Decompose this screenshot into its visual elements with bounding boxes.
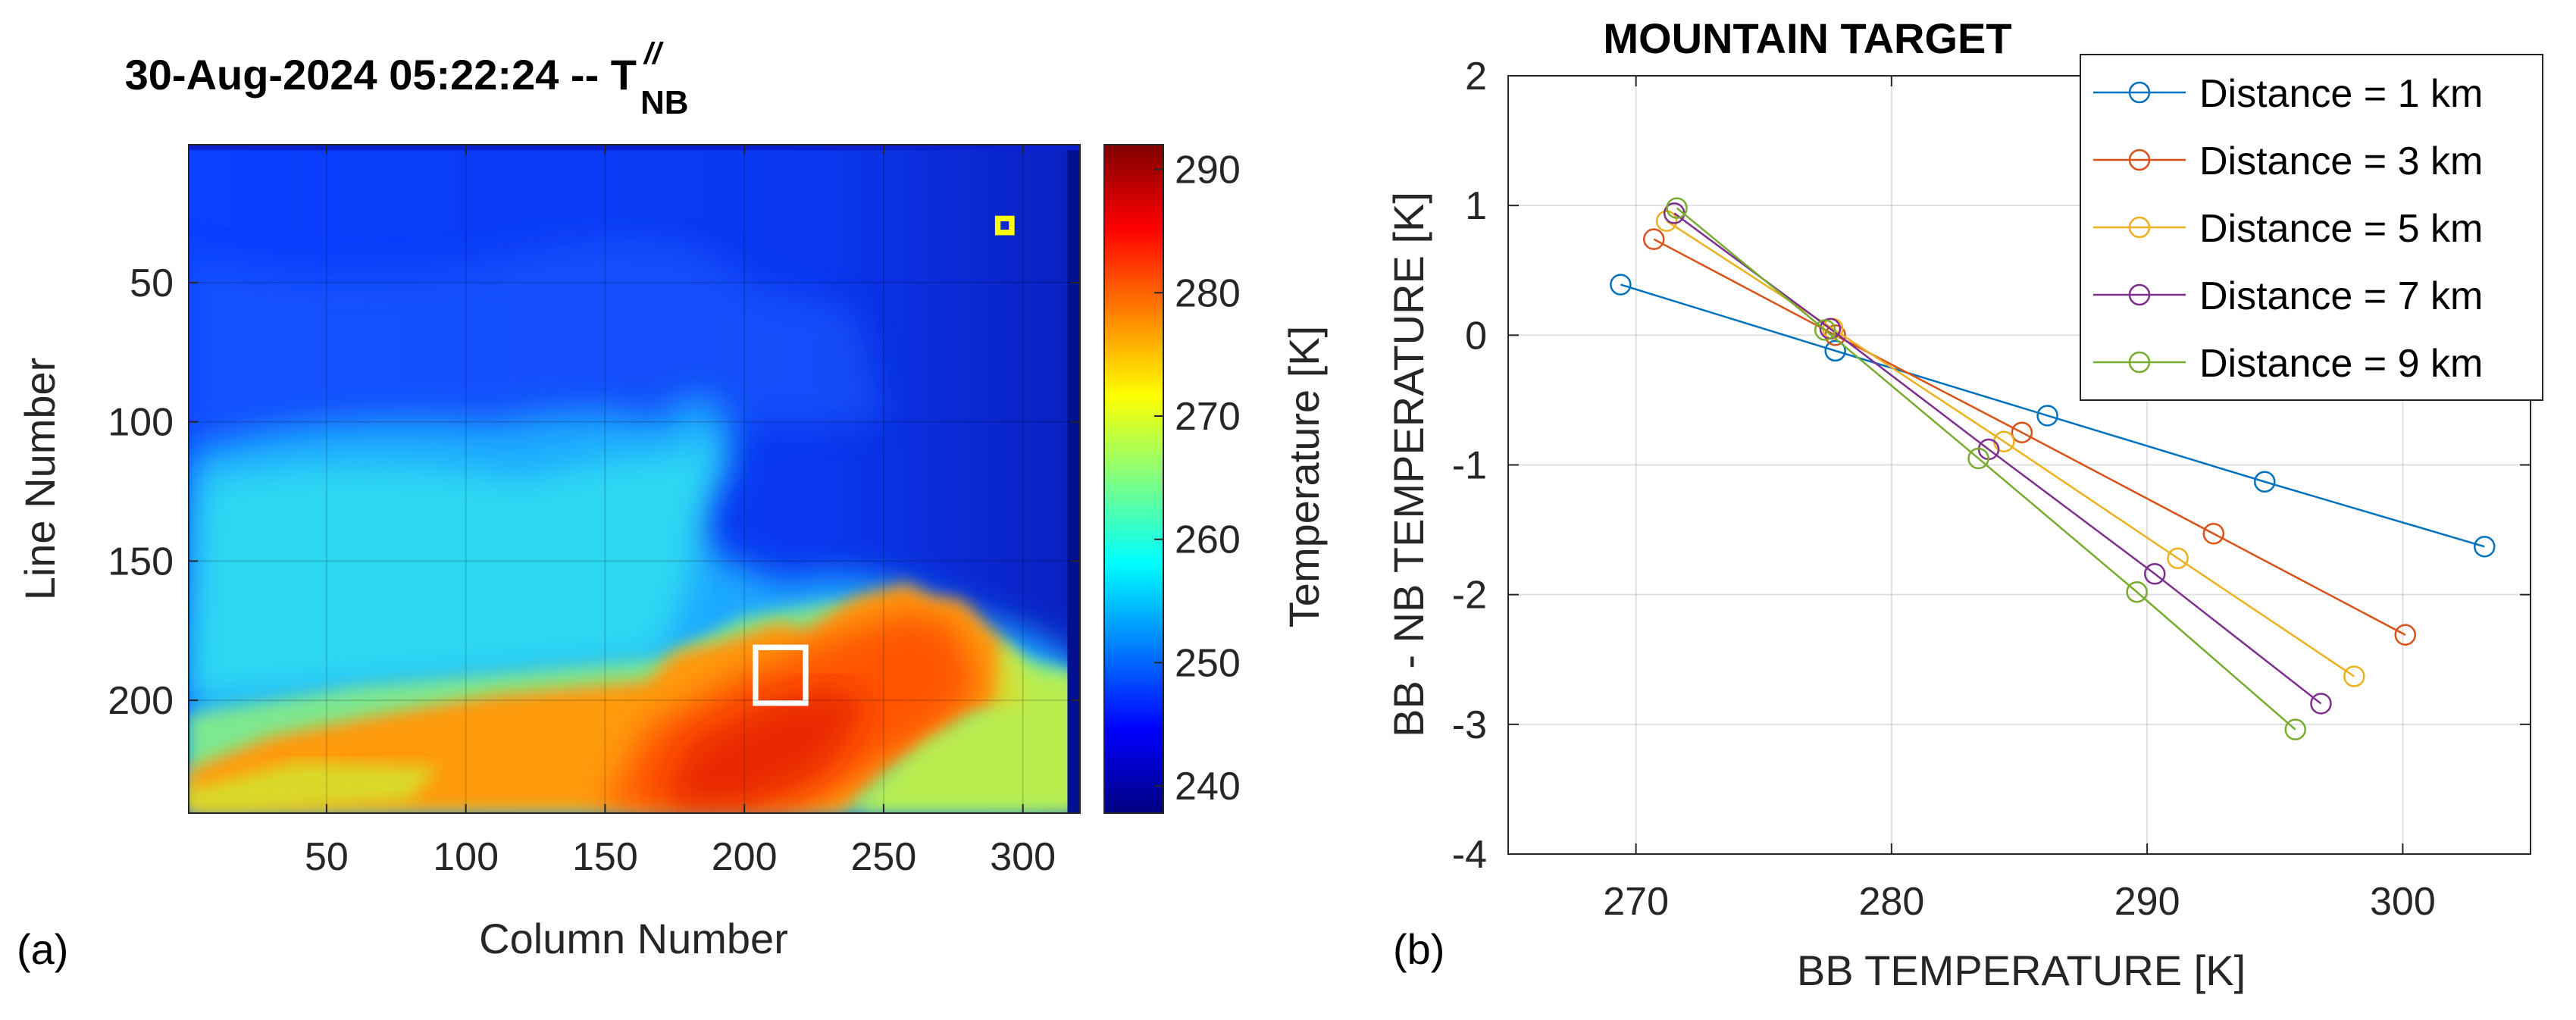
data-point	[2143, 563, 2166, 585]
legend-marker	[2128, 149, 2151, 171]
data-point	[2011, 421, 2033, 443]
data-point	[1642, 228, 1665, 250]
colorbar-label: Temperature [K]	[1280, 326, 1328, 627]
panel-a: 30-Aug-2024 05:22:24 -- T // NB 50 100 150…	[16, 37, 1328, 973]
data-point	[1967, 447, 1989, 470]
panel-label-a: (a)	[17, 925, 68, 973]
data-point	[2474, 536, 2496, 558]
legend-marker	[2128, 351, 2151, 374]
white-roi-marker	[753, 644, 809, 706]
data-point	[2254, 471, 2276, 493]
heatmap-title-subscript: NB	[640, 84, 689, 121]
ytick-label: -4	[1452, 833, 1487, 877]
data-point	[1824, 339, 1846, 362]
legend-label: Distance = 5 km	[2199, 207, 2483, 251]
yellow-roi-marker	[994, 215, 1015, 236]
xtick-label: 280	[1858, 880, 1924, 924]
legend: Distance = 1 km Distance = 3 km Distance =…	[2080, 54, 2543, 401]
ytick-label: 1	[1465, 184, 1487, 228]
ytick-label: 0	[1465, 314, 1487, 358]
line-chart-xlabel: BB TEMPERATURE [K]	[1797, 946, 2246, 994]
plot-frame	[1507, 75, 2531, 855]
data-point	[1666, 197, 1688, 219]
data-point	[2167, 547, 2189, 569]
xtick-label: 270	[1603, 880, 1669, 924]
heatmap-ytick-label: 100	[108, 401, 174, 445]
series-line-1	[1620, 283, 2485, 548]
colorbar-tick-label: 290	[1175, 149, 1241, 192]
colorbar-tick-label: 240	[1175, 765, 1241, 809]
heatmap-xtick-label: 200	[712, 835, 778, 879]
ytick-label: -3	[1452, 703, 1487, 747]
ytick-label: -2	[1452, 574, 1487, 618]
heatmap-xtick-label: 300	[990, 835, 1056, 879]
series-line-4	[1673, 212, 2322, 705]
heatmap-ytick-label: 50	[130, 261, 174, 305]
ytick-label: 2	[1465, 55, 1487, 99]
data-point	[2343, 665, 2365, 687]
colorbar-tick-label: 270	[1175, 395, 1241, 439]
heatmap-frame	[188, 144, 1081, 814]
data-point	[1814, 319, 1836, 341]
legend-label: Distance = 3 km	[2199, 139, 2483, 183]
series-line-2	[1653, 238, 2406, 636]
colorbar	[1103, 144, 1164, 814]
legend-label: Distance = 7 km	[2199, 274, 2483, 318]
data-point	[2036, 405, 2058, 427]
series-line-5	[1676, 207, 2296, 731]
colorbar-tick-label: 260	[1175, 518, 1241, 562]
panel-b: MOUNTAIN TARGET 270 280 290 300-4-3-2-1012 …	[1385, 14, 2543, 994]
colorbar-tick-label: 280	[1175, 271, 1241, 315]
heatmap-ytick-label: 200	[108, 679, 174, 723]
heatmap-xlabel: Column Number	[479, 915, 788, 962]
heatmap-xtick-label: 50	[305, 835, 349, 879]
data-point	[2202, 522, 2225, 545]
series-line-3	[1666, 220, 2355, 677]
line-chart-ylabel: BB - NB TEMPERATURE [K]	[1385, 192, 1432, 737]
data-point	[2126, 580, 2148, 603]
heatmap-axes: 50 100 150 200 250 300 50 100 150 200	[108, 144, 1081, 879]
legend-marker	[2128, 216, 2151, 239]
heatmap-xtick-label: 150	[572, 835, 638, 879]
data-point	[1610, 274, 1632, 296]
legend-marker	[2128, 81, 2151, 104]
legend-label: Distance = 9 km	[2199, 342, 2483, 386]
panel-label-b: (b)	[1393, 925, 1445, 973]
heatmap-ylabel: Line Number	[16, 358, 64, 601]
colorbar-tick-label: 250	[1175, 641, 1241, 685]
heatmap-title: 30-Aug-2024 05:22:24 -- T	[125, 51, 637, 99]
xtick-label: 300	[2370, 880, 2436, 924]
data-point	[2284, 718, 2306, 740]
data-point	[2394, 624, 2416, 646]
heatmap-ytick-label: 150	[108, 540, 174, 584]
line-chart-axes: 270 280 290 300 -4 -3 -2 -1 0 1 2	[1452, 55, 2531, 924]
colorbar-ticks: 240 250 260 270 280 290	[1154, 149, 1241, 809]
legend-label: Distance = 1 km	[2199, 72, 2483, 116]
heatmap-xtick-label: 250	[851, 835, 917, 879]
data-point	[2310, 693, 2332, 715]
heatmap-image	[189, 145, 1080, 813]
legend-marker	[2128, 283, 2151, 306]
ytick-label: -1	[1452, 444, 1487, 488]
xtick-label: 290	[2114, 880, 2180, 924]
line-chart-title: MOUNTAIN TARGET	[1603, 14, 2011, 62]
heatmap-title-superscript: //	[643, 37, 664, 70]
heatmap-xtick-label: 100	[433, 835, 499, 879]
